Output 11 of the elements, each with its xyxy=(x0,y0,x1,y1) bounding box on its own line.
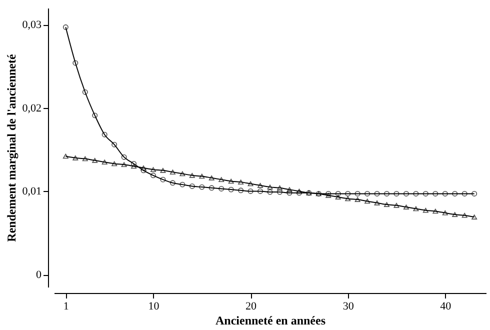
x-tick-label: 10 xyxy=(148,300,160,312)
x-tick-label: 20 xyxy=(246,300,258,312)
y-tick-label: 0,01 xyxy=(22,186,42,198)
y-tick-label: 0 xyxy=(36,269,42,282)
y-tick-label: 0,02 xyxy=(22,102,42,114)
x-tick-label: 40 xyxy=(440,300,452,312)
y-axis-title: Rendement marginal de l'ancienneté xyxy=(4,54,18,242)
x-tick-label: 1 xyxy=(63,300,69,312)
x-tick-label: 30 xyxy=(342,300,354,312)
y-tick-label: 0,03 xyxy=(22,19,42,32)
x-axis-title: Ancienneté en années xyxy=(216,314,326,328)
